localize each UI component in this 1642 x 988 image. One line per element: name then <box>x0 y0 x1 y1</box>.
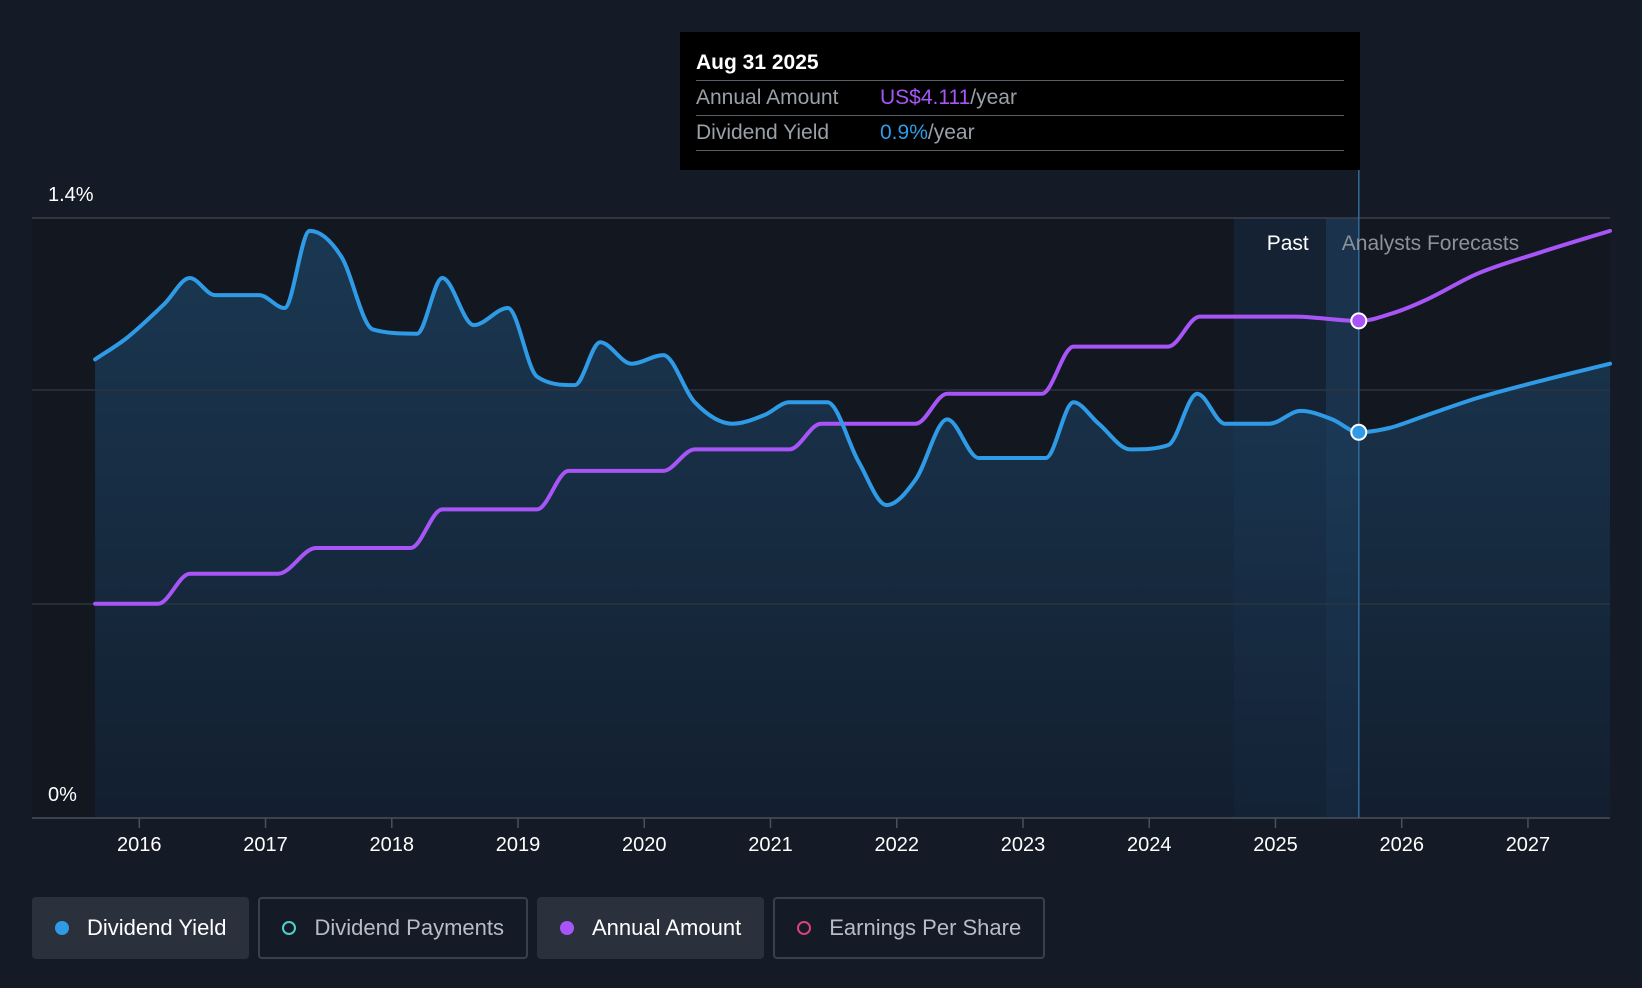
dividend-yield-marker[interactable] <box>1350 423 1368 441</box>
tooltip-annual-value: US$4.111 <box>880 86 971 109</box>
past-label: Past <box>1267 232 1309 255</box>
y-tick-label-bottom: 0% <box>48 784 77 806</box>
legend-dividend-payments-label: Dividend Payments <box>314 915 504 940</box>
legend-earnings-per-share-label: Earnings Per Share <box>829 915 1022 940</box>
x-tick-label: 2020 <box>622 834 667 856</box>
analysts-forecasts-label: Analysts Forecasts <box>1342 232 1519 255</box>
legend-dividend-payments-dot-icon <box>282 921 297 935</box>
dividend-yield-area <box>95 230 1611 818</box>
dividend-yield-line <box>93 228 1612 508</box>
legend-earnings-per-share-dot-icon <box>797 921 812 935</box>
x-tick-label: 2026 <box>1379 834 1424 856</box>
legend-dividend-yield-label: Dividend Yield <box>87 915 227 940</box>
x-tick-label: 2017 <box>243 834 288 856</box>
x-tick-label: 2025 <box>1253 834 1298 856</box>
legend: Dividend Yield Dividend Payments Annual … <box>32 897 1046 959</box>
legend-dividend-yield-dot-icon <box>55 921 69 935</box>
legend-dividend-yield-button[interactable]: Dividend Yield <box>32 897 250 959</box>
legend-dividend-payments-button[interactable]: Dividend Payments <box>258 897 528 959</box>
tooltip-date: Aug 31 2025 <box>696 46 1344 81</box>
tooltip: Aug 31 2025 Annual Amount US$4.111 /year… <box>680 32 1360 170</box>
legend-earnings-per-share-button[interactable]: Earnings Per Share <box>773 897 1046 959</box>
legend-annual-amount-label: Annual Amount <box>591 915 742 940</box>
tooltip-yield-value: 0.9% <box>880 121 928 144</box>
tooltip-annual-row: Annual Amount US$4.111 /year <box>696 81 1344 116</box>
tooltip-yield-label: Dividend Yield <box>696 121 830 144</box>
legend-annual-amount-dot-icon <box>559 921 574 935</box>
x-tick-label: 2021 <box>748 834 793 856</box>
tooltip-yield-unit: /year <box>927 121 975 144</box>
x-tick-label: 2022 <box>874 834 919 856</box>
x-tick-label: 2023 <box>1001 834 1046 856</box>
tooltip-annual-label: Annual Amount <box>696 86 839 109</box>
x-tick-label: 2024 <box>1127 834 1172 856</box>
legend-annual-amount-button[interactable]: Annual Amount <box>536 897 765 959</box>
tooltip-annual-unit: /year <box>970 86 1017 109</box>
x-tick-label: 2016 <box>117 834 162 856</box>
annual-amount-marker[interactable] <box>1350 312 1368 330</box>
x-tick-label: 2027 <box>1506 834 1551 856</box>
y-tick-label-top: 1.4% <box>48 184 94 206</box>
annual-amount-line <box>93 228 1612 606</box>
x-tick-label: 2019 <box>496 834 541 856</box>
x-axis-ticks: 2016 2017 2018 2019 2020 2021 2022 2023 2024 2025… <box>117 818 1550 856</box>
x-tick-label: 2018 <box>370 834 415 856</box>
tooltip-yield-row: Dividend Yield 0.9% /year <box>696 116 1344 151</box>
